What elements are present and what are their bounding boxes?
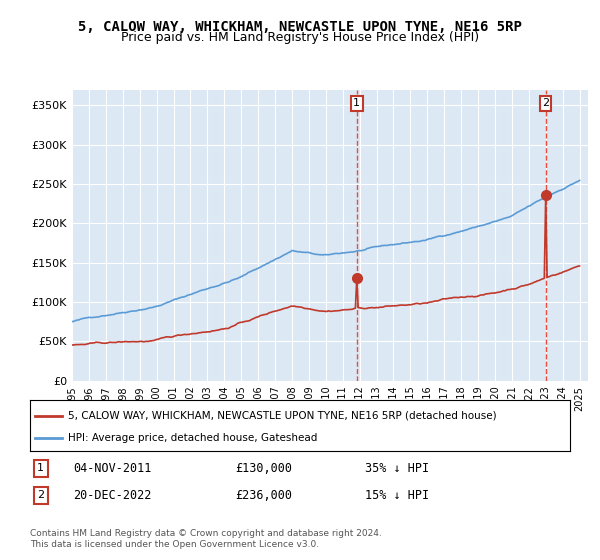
Text: 20-DEC-2022: 20-DEC-2022: [73, 489, 152, 502]
Text: 5, CALOW WAY, WHICKHAM, NEWCASTLE UPON TYNE, NE16 5RP (detached house): 5, CALOW WAY, WHICKHAM, NEWCASTLE UPON T…: [68, 410, 496, 421]
Text: 1: 1: [353, 99, 360, 108]
Text: £130,000: £130,000: [235, 462, 292, 475]
Text: Contains HM Land Registry data © Crown copyright and database right 2024.
This d: Contains HM Land Registry data © Crown c…: [30, 529, 382, 549]
Text: 04-NOV-2011: 04-NOV-2011: [73, 462, 152, 475]
Text: 35% ↓ HPI: 35% ↓ HPI: [365, 462, 429, 475]
Text: 1: 1: [37, 463, 44, 473]
Text: £236,000: £236,000: [235, 489, 292, 502]
Text: HPI: Average price, detached house, Gateshead: HPI: Average price, detached house, Gate…: [68, 433, 317, 443]
Text: 2: 2: [37, 490, 44, 500]
Text: 2: 2: [542, 99, 549, 108]
Text: 15% ↓ HPI: 15% ↓ HPI: [365, 489, 429, 502]
Text: Price paid vs. HM Land Registry's House Price Index (HPI): Price paid vs. HM Land Registry's House …: [121, 31, 479, 44]
Text: 5, CALOW WAY, WHICKHAM, NEWCASTLE UPON TYNE, NE16 5RP: 5, CALOW WAY, WHICKHAM, NEWCASTLE UPON T…: [78, 20, 522, 34]
